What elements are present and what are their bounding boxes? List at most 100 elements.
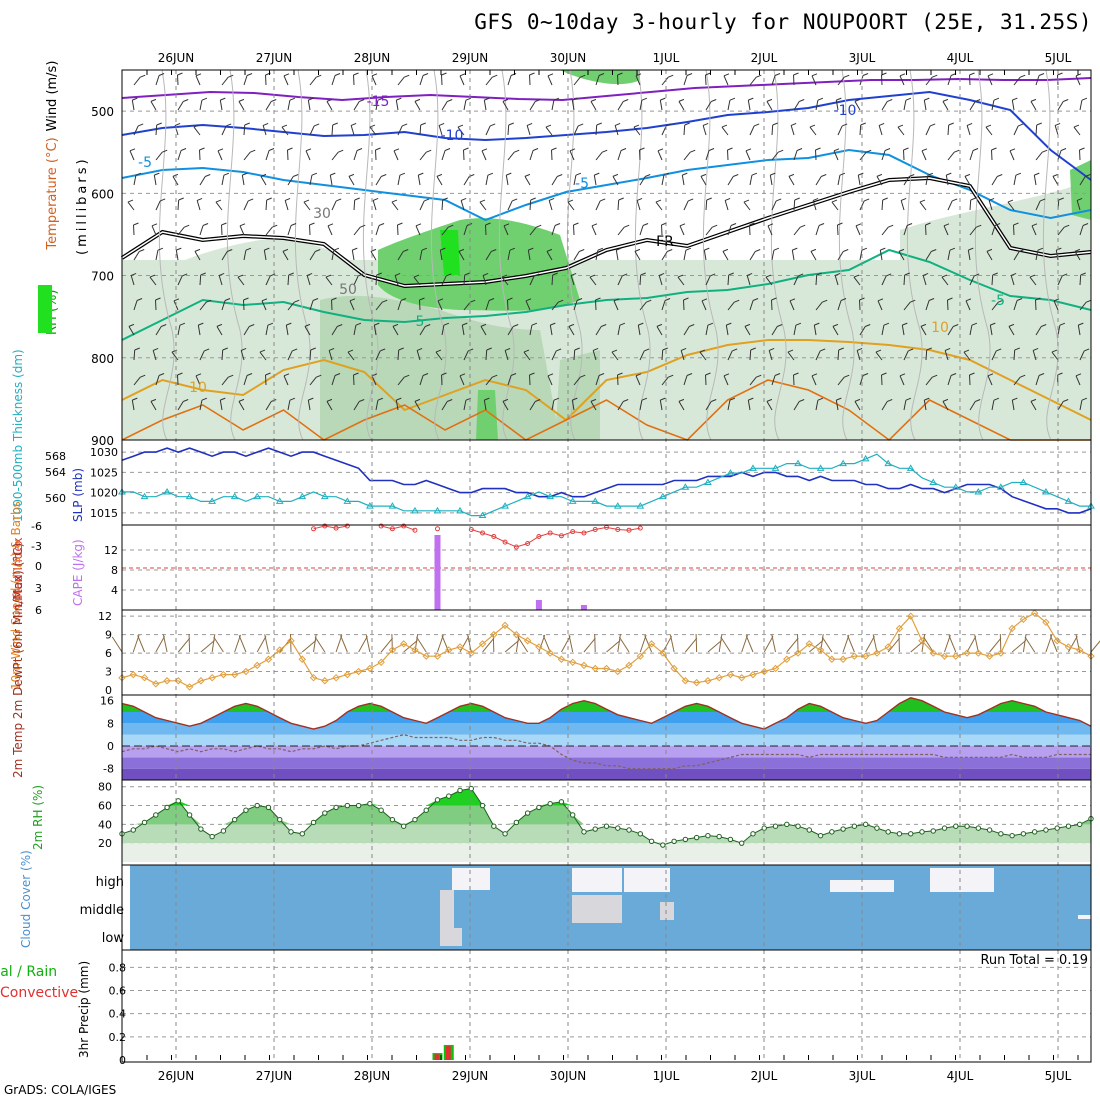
- wind-barb: [1014, 77, 1020, 85]
- wind-barb: [882, 101, 887, 110]
- rh-marker: [627, 828, 631, 832]
- thickness-tick: 560: [45, 492, 66, 505]
- rh-marker: [413, 817, 417, 821]
- wind-barb-flag: [816, 148, 821, 150]
- temp-label: 2m Temp 2m DewPt (6hr Min/Max) (°C): [11, 543, 25, 778]
- wind-barb-flag: [512, 199, 517, 201]
- wind-barb-flag: [373, 198, 378, 200]
- wind-barb: [178, 101, 183, 110]
- surface-wind-barb: [595, 634, 596, 652]
- wind-barb-flag: [464, 148, 469, 150]
- wind-barb-flag: [986, 125, 991, 127]
- wind-barb-flag: [791, 123, 796, 125]
- date-label-bottom: 3JUL: [849, 1069, 876, 1083]
- wind-barb-flag: [842, 124, 847, 126]
- wind-barb-flag: [861, 123, 866, 125]
- rh-marker: [965, 824, 969, 828]
- wind-barb: [706, 227, 712, 235]
- surface-wind-barb: [156, 636, 165, 652]
- wind-barb-flag: [1018, 124, 1023, 126]
- wind-barb: [332, 152, 338, 160]
- wind-barb: [244, 75, 247, 85]
- wind-barb: [308, 100, 310, 110]
- wind-barb: [508, 75, 511, 85]
- wind-barb-flag: [224, 173, 229, 175]
- wind-barb-flag: [285, 198, 290, 200]
- wind-barb: [484, 100, 486, 110]
- wind-barb-flag: [288, 148, 293, 150]
- wind-barb-flag: [282, 125, 287, 127]
- surface-wind-barb: [1091, 638, 1100, 652]
- wind-barb-flag: [776, 199, 781, 201]
- wind-barb-flag: [767, 99, 772, 101]
- wind-barb-flag: [248, 199, 253, 201]
- wind-barb: [1076, 76, 1080, 85]
- date-label-bottom: 27JUN: [256, 1069, 293, 1083]
- wind-barb-flag: [140, 75, 145, 77]
- wind-barb: [130, 151, 134, 160]
- date-label-bottom: 26JUN: [158, 1069, 195, 1083]
- wind-barb: [767, 101, 772, 110]
- rh-marker: [447, 794, 451, 798]
- wind-barb-flag: [682, 173, 687, 175]
- wind-barb-flag: [306, 149, 311, 151]
- rh-marker: [807, 828, 811, 832]
- wind-barb-flag: [877, 174, 882, 176]
- cloud-block: [440, 890, 454, 930]
- wind-barb: [349, 176, 354, 185]
- wind-barb-flag: [202, 98, 207, 100]
- date-label-top: 26JUN: [158, 51, 195, 65]
- wind-barb: [222, 350, 223, 360]
- thickness-line: [122, 454, 1091, 515]
- wind-barb-flag: [247, 73, 252, 75]
- date-label-bottom: 30JUN: [550, 1069, 587, 1083]
- wind-barb: [156, 125, 157, 135]
- wind-barb: [637, 200, 640, 210]
- wind-barb-flag: [240, 224, 245, 226]
- wind-barb-flag: [509, 123, 514, 125]
- temp-tick: 16: [100, 695, 114, 708]
- surface-wind-barb: [873, 634, 877, 652]
- surface-wind-barb: [618, 634, 621, 652]
- wind-barb-flag: [656, 200, 661, 202]
- wind-barb-flag: [546, 125, 551, 127]
- wind-barb: [748, 100, 750, 110]
- wind-barb: [970, 101, 975, 110]
- wind-barb-flag: [812, 74, 817, 76]
- wind-barb-flag: [602, 150, 607, 152]
- rh-marker: [762, 826, 766, 830]
- wind-barb-flag: [888, 225, 893, 227]
- wind-barb-flag: [557, 174, 562, 176]
- wind-barb-flag: [530, 73, 535, 75]
- thickness-tick: 564: [45, 466, 66, 479]
- wind-barb: [222, 175, 224, 185]
- wind-barb-flag: [250, 150, 255, 152]
- wind-barb-flag: [971, 198, 976, 200]
- wind-barb-flag: [658, 149, 663, 151]
- rh-marker: [830, 830, 834, 834]
- wind-barb-flag: [421, 123, 426, 125]
- wind-barb-flag: [312, 173, 317, 175]
- surface-wind-barb: [696, 634, 697, 652]
- wind-barb-flag: [184, 225, 189, 227]
- rh-marker: [740, 841, 744, 845]
- wind-barb-flag: [290, 98, 295, 100]
- wind-barb: [420, 75, 423, 85]
- wind-barb-flag: [707, 198, 712, 200]
- wind-barb-flag: [789, 174, 794, 176]
- wind-barb-flag: [222, 223, 227, 225]
- surface-wind-barb: [584, 638, 595, 652]
- rh-tick: 20: [98, 837, 112, 850]
- wind-barb-flag: [811, 249, 816, 251]
- date-label-top: 28JUN: [354, 51, 391, 65]
- wind-barb: [178, 150, 181, 160]
- wind-barb: [134, 251, 139, 260]
- wind-barb-flag: [755, 249, 760, 251]
- wind-barb: [239, 101, 244, 110]
- wind-barb: [530, 101, 535, 110]
- wind-barb-flag: [799, 99, 804, 101]
- wind-barb-flag: [818, 98, 823, 100]
- pressure-tick: 500: [91, 105, 114, 119]
- li-tick: 0: [35, 560, 42, 573]
